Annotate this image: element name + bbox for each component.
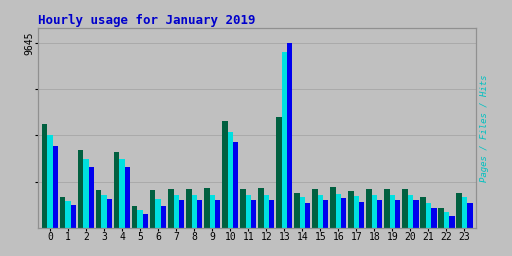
Bar — [125, 167, 130, 228]
Bar — [402, 189, 408, 228]
Bar — [161, 206, 166, 228]
Bar — [191, 196, 197, 228]
Bar — [114, 152, 119, 228]
Bar — [197, 200, 202, 228]
Bar — [444, 212, 449, 228]
Bar — [150, 190, 156, 228]
Text: Hourly usage for January 2019: Hourly usage for January 2019 — [38, 14, 256, 27]
Bar — [258, 188, 264, 228]
Bar — [359, 202, 365, 228]
Bar — [312, 189, 317, 228]
Bar — [60, 197, 66, 228]
Bar — [449, 216, 455, 228]
Bar — [132, 206, 138, 228]
Bar — [107, 199, 112, 228]
Bar — [467, 203, 473, 228]
Bar — [143, 214, 148, 228]
Bar — [42, 124, 48, 228]
Bar — [462, 197, 467, 228]
Bar — [372, 196, 377, 228]
Bar — [294, 193, 300, 228]
Bar — [156, 199, 161, 228]
Bar — [53, 146, 58, 228]
Bar — [96, 190, 101, 228]
Bar — [336, 194, 341, 228]
Bar — [317, 196, 323, 228]
Bar — [395, 200, 400, 228]
Bar — [168, 189, 174, 228]
Bar — [408, 196, 413, 228]
Bar — [420, 197, 425, 228]
Bar — [179, 200, 184, 228]
Bar — [71, 205, 76, 228]
Bar — [366, 189, 372, 228]
Y-axis label: Pages / Files / Hits: Pages / Files / Hits — [480, 74, 489, 182]
Bar — [300, 197, 305, 228]
Bar — [66, 201, 71, 228]
Bar — [282, 52, 287, 228]
Bar — [305, 203, 310, 228]
Bar — [431, 208, 437, 228]
Bar — [323, 200, 328, 228]
Bar — [413, 200, 418, 228]
Bar — [425, 203, 431, 228]
Bar — [78, 150, 83, 228]
Bar — [215, 200, 220, 228]
Bar — [119, 159, 125, 228]
Bar — [186, 189, 191, 228]
Bar — [390, 196, 395, 228]
Bar — [83, 159, 89, 228]
Bar — [287, 43, 292, 228]
Bar — [456, 193, 462, 228]
Bar — [233, 142, 239, 228]
Bar — [227, 132, 233, 228]
Bar — [438, 208, 444, 228]
Bar — [89, 167, 94, 228]
Bar — [101, 195, 107, 228]
Bar — [240, 189, 246, 228]
Bar — [330, 187, 336, 228]
Bar — [138, 210, 143, 228]
Bar — [246, 196, 251, 228]
Bar — [264, 196, 269, 228]
Bar — [48, 135, 53, 228]
Bar — [377, 200, 382, 228]
Bar — [204, 188, 209, 228]
Bar — [209, 196, 215, 228]
Bar — [174, 196, 179, 228]
Bar — [348, 191, 354, 228]
Bar — [276, 117, 282, 228]
Bar — [354, 196, 359, 228]
Bar — [251, 200, 257, 228]
Bar — [385, 189, 390, 228]
Bar — [269, 200, 274, 228]
Bar — [341, 198, 347, 228]
Bar — [222, 121, 227, 228]
